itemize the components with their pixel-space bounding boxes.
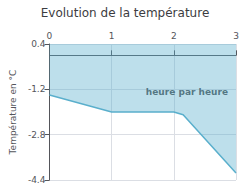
svg-text:-4.4: -4.4 xyxy=(28,175,46,185)
svg-text:-1.2: -1.2 xyxy=(28,84,46,94)
svg-text:-2.8: -2.8 xyxy=(28,130,46,140)
svg-text:2: 2 xyxy=(171,31,177,41)
svg-text:Température en °C: Température en °C xyxy=(8,70,18,156)
svg-text:3: 3 xyxy=(233,31,239,41)
svg-text:0.4: 0.4 xyxy=(31,39,46,49)
svg-text:1: 1 xyxy=(109,31,115,41)
svg-text:0: 0 xyxy=(47,31,53,41)
svg-text:Evolution de la température: Evolution de la température xyxy=(41,6,210,20)
